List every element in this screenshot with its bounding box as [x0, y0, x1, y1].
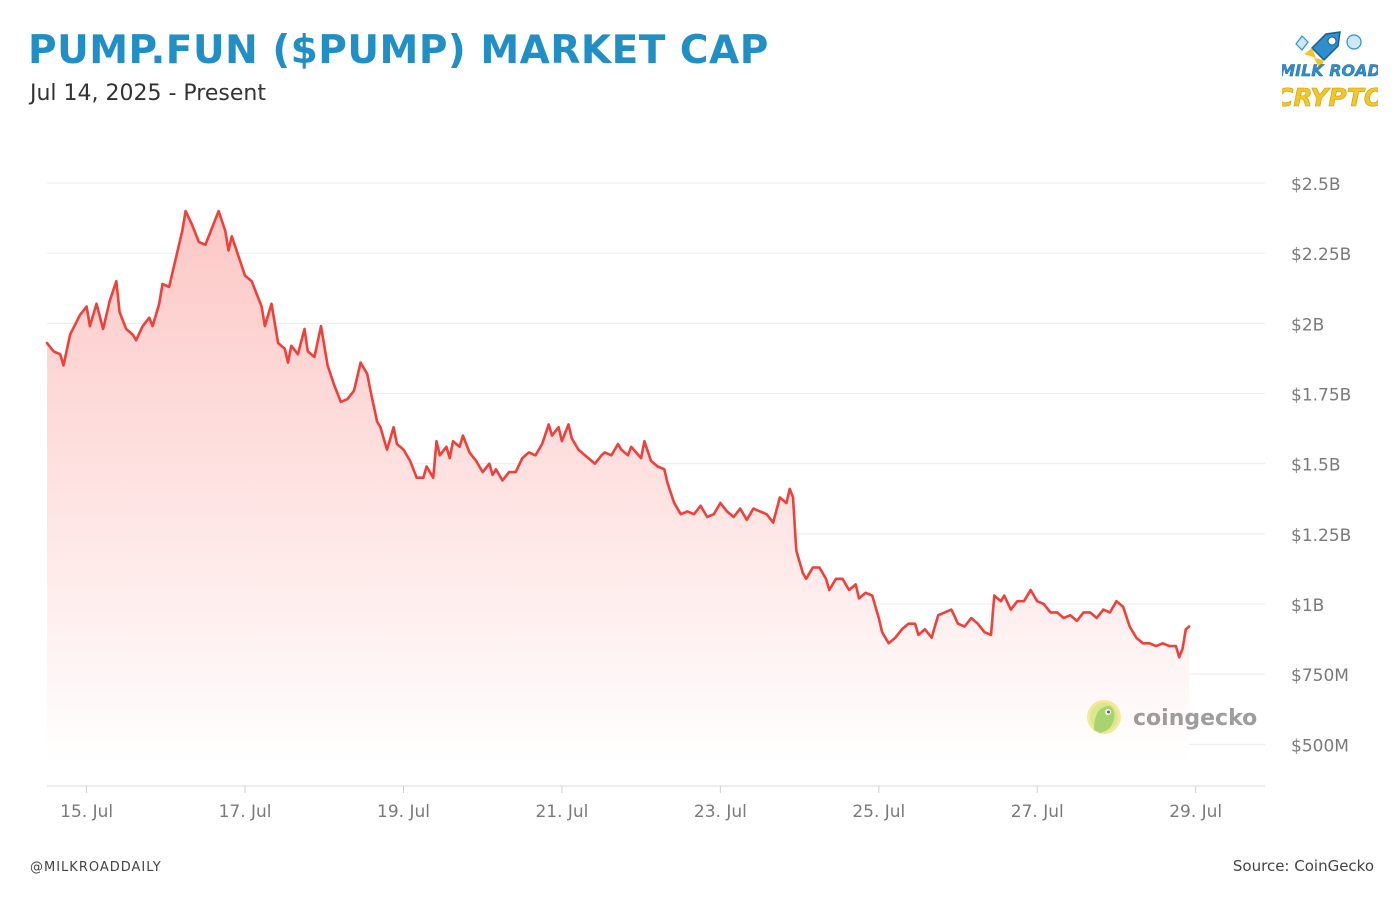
gecko-icon [1087, 700, 1121, 734]
data-source: Source: CoinGecko [1232, 857, 1374, 875]
x-tick-label: 21. Jul [535, 802, 588, 822]
coingecko-watermark: coingecko [1087, 700, 1257, 734]
y-axis-ticks: $500M $750M $1B $1.25B $1.5B $1.75B $2B $2.25B $… [1291, 175, 1351, 756]
x-tick-label: 17. Jul [219, 802, 272, 822]
milk-road-crypto-logo: MILK ROAD CRYPTO [1282, 31, 1378, 112]
x-tick-label: 25. Jul [852, 802, 905, 822]
watermark-text: coingecko [1133, 706, 1257, 731]
x-axis-ticks: 15. Jul 17. Jul 19. Jul 21. Jul 23. Jul 25. J… [60, 786, 1222, 822]
chart-title: PUMP.FUN ($PUMP) MARKET CAP [28, 28, 769, 73]
market-cap-area [47, 211, 1190, 765]
y-tick-label: $2.25B [1291, 245, 1351, 265]
rocket-icon [1295, 31, 1362, 70]
svg-text:CRYPTO: CRYPTO [1282, 83, 1378, 112]
x-tick-label: 27. Jul [1011, 802, 1064, 822]
y-tick-label: $750M [1291, 666, 1349, 686]
y-tick-label: $2.5B [1291, 175, 1341, 195]
x-tick-label: 15. Jul [60, 802, 113, 822]
y-tick-label: $2B [1291, 315, 1324, 335]
y-tick-label: $1.75B [1291, 386, 1351, 406]
market-cap-line [45, 209, 1191, 659]
y-tick-label: $500M [1291, 736, 1349, 756]
y-tick-label: $1B [1291, 596, 1324, 616]
y-tick-label: $1.25B [1291, 526, 1351, 546]
chart-subtitle: Jul 14, 2025 - Present [30, 81, 266, 106]
x-tick-label: 19. Jul [377, 802, 430, 822]
social-handle: @MILKROADDAILY [30, 860, 162, 875]
y-tick-label: $1.5B [1291, 456, 1341, 476]
x-tick-label: 23. Jul [694, 802, 747, 822]
svg-text:MILK ROAD: MILK ROAD [1282, 61, 1378, 80]
x-tick-label: 29. Jul [1169, 802, 1222, 822]
